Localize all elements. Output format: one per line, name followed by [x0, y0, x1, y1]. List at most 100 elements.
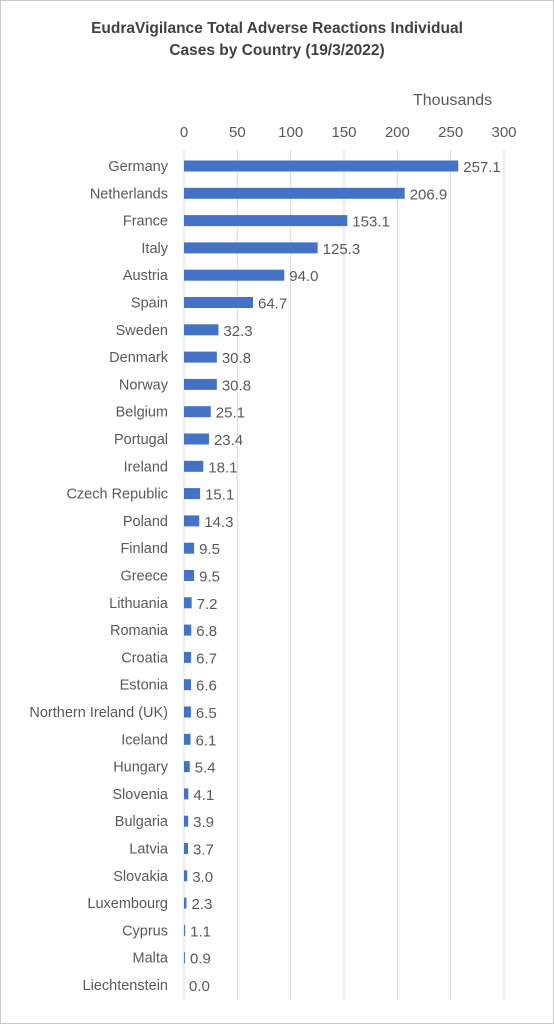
- category-label: Austria: [123, 268, 169, 284]
- bar: [184, 706, 191, 718]
- x-tick-label: 100: [278, 124, 303, 141]
- bar: [184, 897, 187, 909]
- x-tick-label: 300: [491, 124, 516, 141]
- bar: [184, 406, 211, 418]
- category-label: Malta: [133, 951, 169, 967]
- bars: [184, 160, 459, 964]
- category-label: Belgium: [116, 405, 168, 421]
- bar: [184, 870, 188, 882]
- bar: [184, 242, 318, 254]
- value-label: 64.7: [258, 296, 287, 313]
- bar: [184, 597, 192, 609]
- category-label: Bulgaria: [115, 814, 169, 830]
- category-label: France: [123, 214, 168, 230]
- category-label: Cyprus: [122, 923, 168, 939]
- bar: [184, 160, 459, 172]
- category-label: Luxembourg: [87, 896, 168, 912]
- bar: [184, 542, 195, 554]
- category-label: Croatia: [121, 650, 169, 666]
- value-label: 9.5: [199, 569, 220, 586]
- value-label: 206.9: [410, 186, 448, 203]
- value-label: 1.1: [190, 923, 211, 940]
- x-tick-label: 200: [385, 124, 410, 141]
- category-label: Portugal: [114, 432, 168, 448]
- value-label: 25.1: [216, 405, 245, 422]
- bar: [184, 460, 204, 472]
- value-label: 15.1: [205, 487, 234, 504]
- category-label: Italy: [141, 241, 168, 257]
- category-label: Poland: [123, 514, 168, 530]
- bar: [184, 488, 201, 500]
- category-label: Latvia: [129, 842, 169, 858]
- bar: [184, 187, 405, 199]
- value-label: 30.8: [222, 350, 251, 367]
- bar: [184, 815, 189, 827]
- value-label: 30.8: [222, 377, 251, 394]
- category-label: Ireland: [124, 459, 168, 475]
- bar: [184, 733, 191, 745]
- category-label: Liechtenstein: [83, 978, 168, 994]
- bar: [184, 788, 189, 800]
- category-label: Spain: [131, 296, 168, 312]
- bar: [184, 570, 195, 581]
- value-label: 94.0: [289, 268, 318, 285]
- x-tick-label: 150: [331, 124, 356, 141]
- value-label: 3.7: [193, 842, 214, 859]
- value-label: 153.1: [352, 214, 390, 231]
- value-label: 6.7: [196, 650, 217, 667]
- bar: [184, 378, 217, 390]
- bar: [184, 924, 186, 936]
- value-label: 14.3: [204, 514, 233, 531]
- value-label: 257.1: [463, 159, 501, 176]
- bar: [184, 297, 254, 308]
- category-label: Denmark: [109, 350, 169, 366]
- category-label: Slovakia: [113, 869, 169, 885]
- bar: [184, 952, 185, 964]
- bar: [184, 624, 192, 636]
- chart-title-line-1: EudraVigilance Total Adverse Reactions I…: [91, 20, 463, 37]
- chart-title-line-2: Cases by Country (19/3/2022): [169, 42, 385, 59]
- category-label: Romania: [110, 623, 169, 639]
- value-label: 32.3: [223, 323, 252, 340]
- bar: [184, 515, 200, 527]
- bar: [184, 215, 348, 227]
- value-label: 0.0: [189, 978, 210, 995]
- category-label: Sweden: [116, 323, 168, 339]
- value-label: 7.2: [197, 596, 218, 613]
- chart-title: EudraVigilance Total Adverse Reactions I…: [0, 18, 554, 62]
- value-label: 4.1: [193, 787, 214, 804]
- bar: [184, 843, 188, 854]
- bar: [184, 679, 192, 691]
- value-label: 3.9: [193, 814, 214, 831]
- x-tick-label: 0: [180, 124, 188, 141]
- value-label: 18.1: [208, 459, 237, 476]
- category-label: Czech Republic: [66, 487, 168, 503]
- category-label: Northern Ireland (UK): [29, 705, 168, 721]
- axis-units-label: Thousands: [413, 92, 493, 109]
- value-label: 6.1: [196, 732, 217, 749]
- x-tick-label: 250: [438, 124, 463, 141]
- value-label: 0.9: [190, 951, 211, 968]
- category-label: Lithuania: [109, 596, 169, 612]
- value-label: 6.8: [196, 623, 217, 640]
- category-label: Estonia: [120, 678, 169, 694]
- x-axis-ticks: 0 50 100 150 200 250 300: [180, 124, 517, 141]
- category-label: Iceland: [121, 732, 168, 748]
- bar: [184, 433, 209, 445]
- bar: [184, 351, 217, 363]
- value-label: 9.5: [199, 541, 220, 558]
- value-label: 125.3: [323, 241, 361, 258]
- value-label: 6.5: [196, 705, 217, 722]
- value-label: 3.0: [192, 869, 213, 886]
- value-label: 5.4: [195, 760, 216, 777]
- category-label: Norway: [119, 377, 169, 393]
- value-label: 6.6: [196, 678, 217, 695]
- category-label: Greece: [120, 569, 168, 585]
- value-label: 23.4: [214, 432, 243, 449]
- category-label: Hungary: [113, 760, 169, 776]
- category-label: Slovenia: [112, 787, 169, 803]
- value-label: 2.3: [191, 896, 212, 913]
- bar: [184, 761, 190, 773]
- category-label: Germany: [108, 159, 168, 175]
